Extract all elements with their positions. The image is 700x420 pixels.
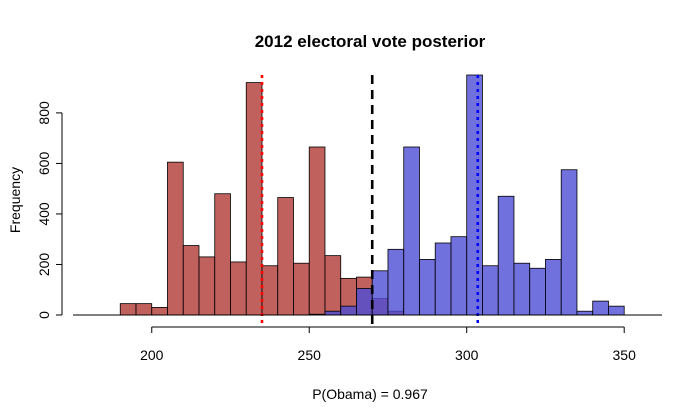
histogram-bar	[529, 267, 546, 316]
histogram-bar	[513, 262, 531, 316]
histogram-bar	[466, 74, 483, 316]
histogram-bar	[324, 255, 342, 316]
histogram-bar	[608, 305, 625, 316]
histogram-bar	[434, 242, 452, 316]
y-tick-label: 600	[36, 152, 52, 176]
histogram-bar	[592, 300, 609, 316]
y-tick-label: 800	[36, 101, 52, 125]
histogram-bar	[403, 146, 420, 316]
x-tick-label: 200	[140, 347, 164, 363]
histogram-bar	[482, 265, 499, 316]
histogram-bar	[371, 270, 389, 316]
histogram-bar	[277, 197, 294, 316]
histogram-bar	[450, 236, 468, 316]
reference-lines-layer	[260, 75, 480, 325]
x-tick-label: 350	[613, 347, 637, 363]
y-tick-label: 400	[36, 202, 52, 226]
histogram-bar	[198, 256, 216, 316]
chart-title: 2012 electoral vote posterior	[255, 32, 486, 51]
histogram-bar	[545, 259, 562, 316]
x-tick-label: 250	[298, 347, 322, 363]
histogram-bar	[560, 169, 578, 316]
histogram-bar	[214, 193, 231, 316]
x-tick-label: 300	[455, 347, 479, 363]
histogram-bar	[167, 161, 184, 316]
x-axis-label: P(Obama) = 0.967	[312, 386, 428, 402]
histogram-bar	[182, 245, 200, 316]
histogram-bar	[230, 261, 247, 316]
histogram-bar	[135, 303, 153, 316]
histogram-bar	[261, 265, 279, 316]
histogram-bar	[151, 307, 168, 316]
histogram-bar	[324, 310, 342, 316]
histogram-bar	[419, 259, 436, 316]
histogram-bar	[340, 305, 357, 316]
histogram-bar	[576, 310, 594, 316]
histogram-bar	[387, 248, 405, 316]
y-tick-label: 0	[36, 311, 52, 319]
axes-layer: 200 250 300 350 0 200 400 600 800	[36, 101, 662, 363]
histogram-bar	[245, 82, 263, 316]
histogram-bar	[119, 303, 137, 316]
histogram-bar	[497, 195, 515, 316]
histogram-bar	[308, 146, 326, 316]
y-axis-label: Frequency	[7, 167, 23, 233]
histogram-bar	[356, 288, 373, 316]
histogram-bar	[293, 262, 310, 316]
y-tick-label: 200	[36, 253, 52, 277]
